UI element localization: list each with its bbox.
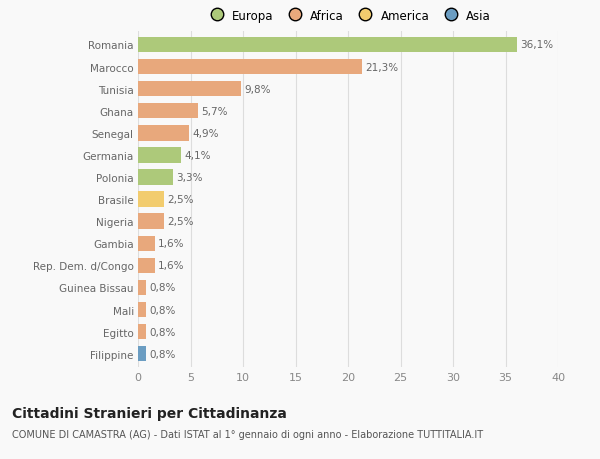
Bar [138,38,517,53]
Text: 1,6%: 1,6% [158,239,184,249]
Text: 4,9%: 4,9% [193,129,219,139]
Text: 0,8%: 0,8% [149,327,176,337]
Bar [138,346,146,362]
Text: 1,6%: 1,6% [158,261,184,271]
Bar [138,82,241,97]
Bar [138,192,164,207]
Text: 0,8%: 0,8% [149,305,176,315]
Bar [138,104,198,119]
Text: 21,3%: 21,3% [365,62,398,73]
Bar [138,170,173,185]
Bar [138,302,146,318]
Legend: Europa, Africa, America, Asia: Europa, Africa, America, Asia [205,10,491,22]
Bar [138,258,155,274]
Text: 4,1%: 4,1% [184,151,211,161]
Text: 5,7%: 5,7% [201,106,227,117]
Bar [138,280,146,296]
Text: 2,5%: 2,5% [167,195,194,205]
Text: 0,8%: 0,8% [149,283,176,293]
Bar [138,324,146,340]
Text: COMUNE DI CAMASTRA (AG) - Dati ISTAT al 1° gennaio di ogni anno - Elaborazione T: COMUNE DI CAMASTRA (AG) - Dati ISTAT al … [12,429,483,439]
Bar [138,236,155,252]
Text: 0,8%: 0,8% [149,349,176,359]
Text: 3,3%: 3,3% [176,173,202,183]
Bar [138,214,164,230]
Text: Cittadini Stranieri per Cittadinanza: Cittadini Stranieri per Cittadinanza [12,406,287,420]
Text: 2,5%: 2,5% [167,217,194,227]
Text: 36,1%: 36,1% [520,40,553,50]
Bar [138,126,190,141]
Bar [138,148,181,163]
Bar [138,60,362,75]
Text: 9,8%: 9,8% [244,84,271,95]
